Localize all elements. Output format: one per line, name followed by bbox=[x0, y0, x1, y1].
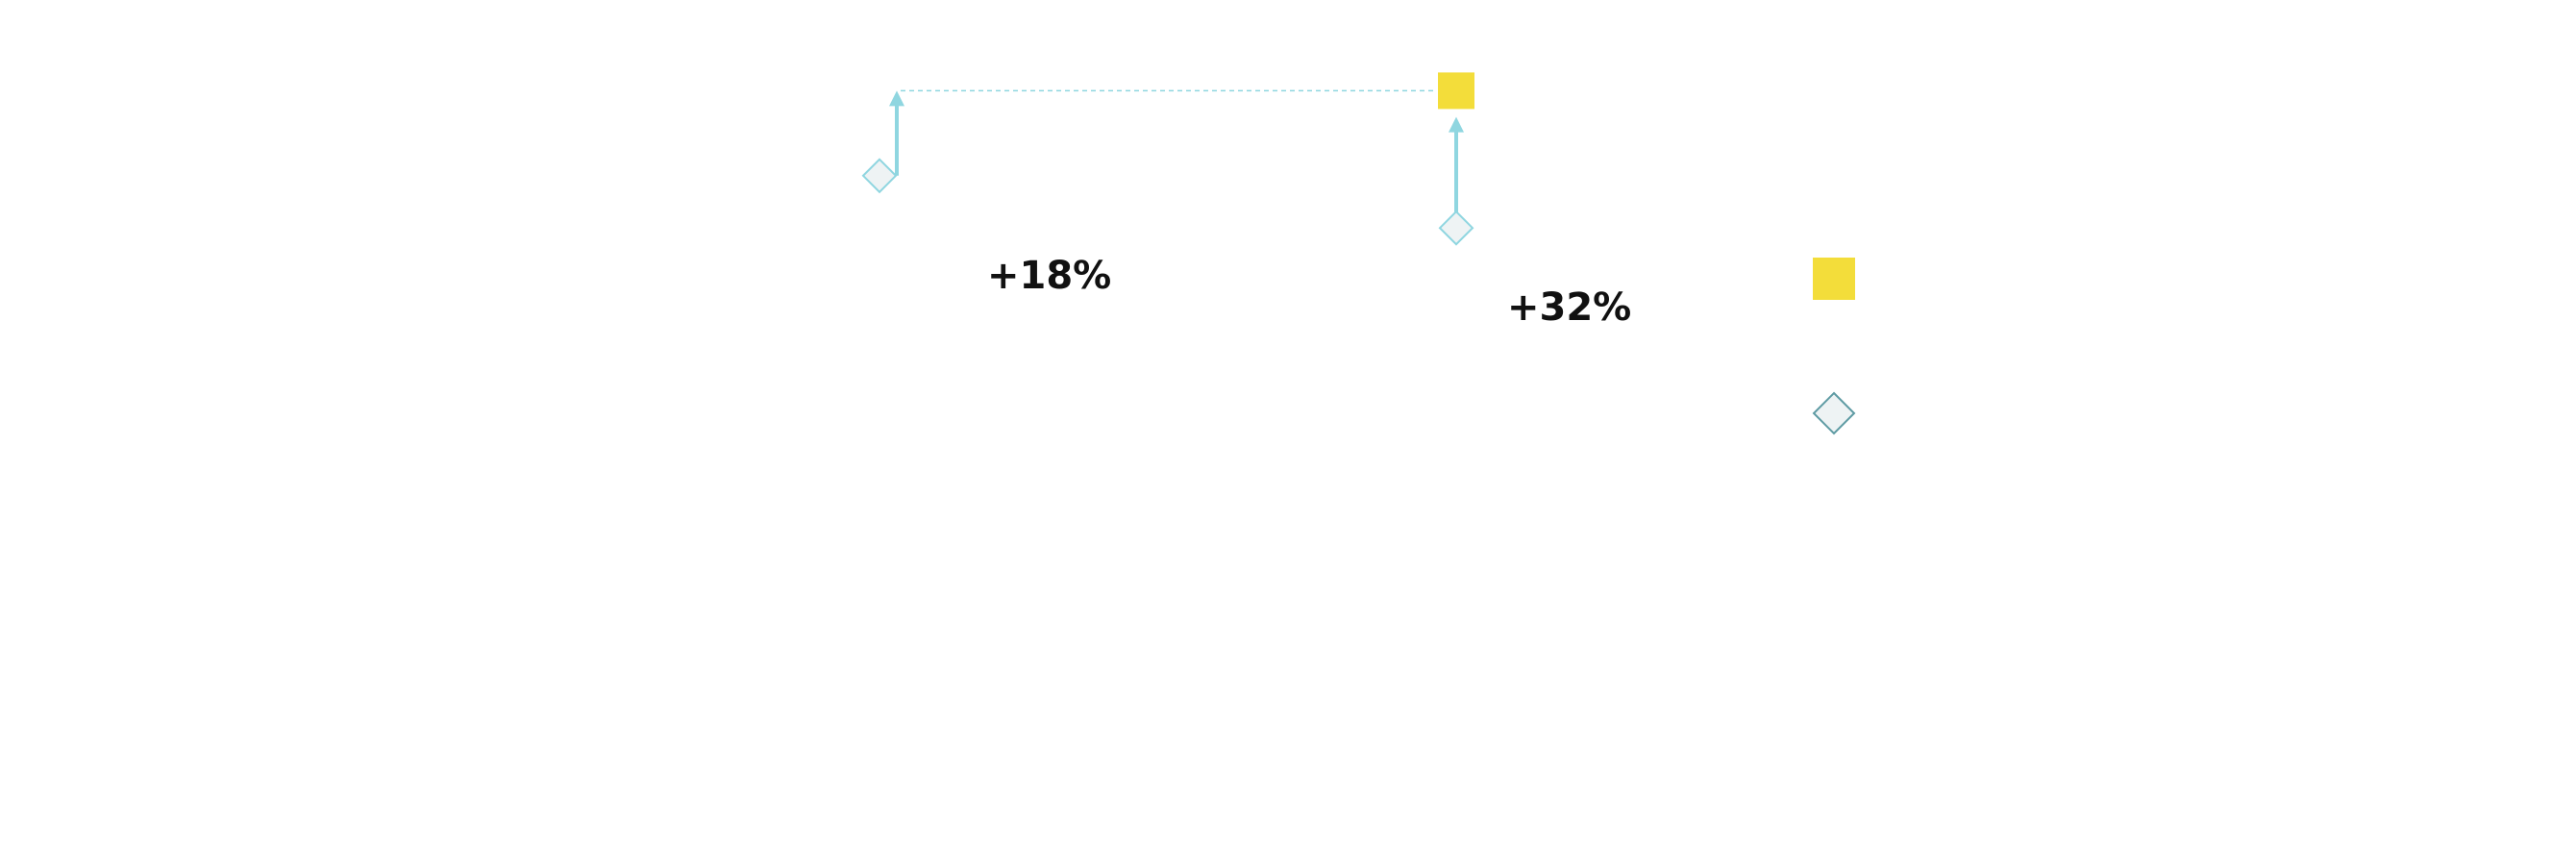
legend bbox=[1812, 258, 1856, 435]
plot-area: +18% +32% bbox=[861, 72, 1631, 330]
change-arrow-head bbox=[889, 90, 904, 107]
diamond-data-point bbox=[861, 158, 898, 194]
change-arrow-head bbox=[1449, 116, 1464, 133]
square-data-point bbox=[1438, 72, 1474, 110]
legend-diamond-marker bbox=[1812, 391, 1856, 435]
change-label: +32% bbox=[1507, 285, 1631, 330]
diamond-data-point bbox=[1438, 210, 1474, 246]
change-label: +18% bbox=[987, 254, 1111, 298]
legend-square-marker bbox=[1813, 258, 1855, 300]
